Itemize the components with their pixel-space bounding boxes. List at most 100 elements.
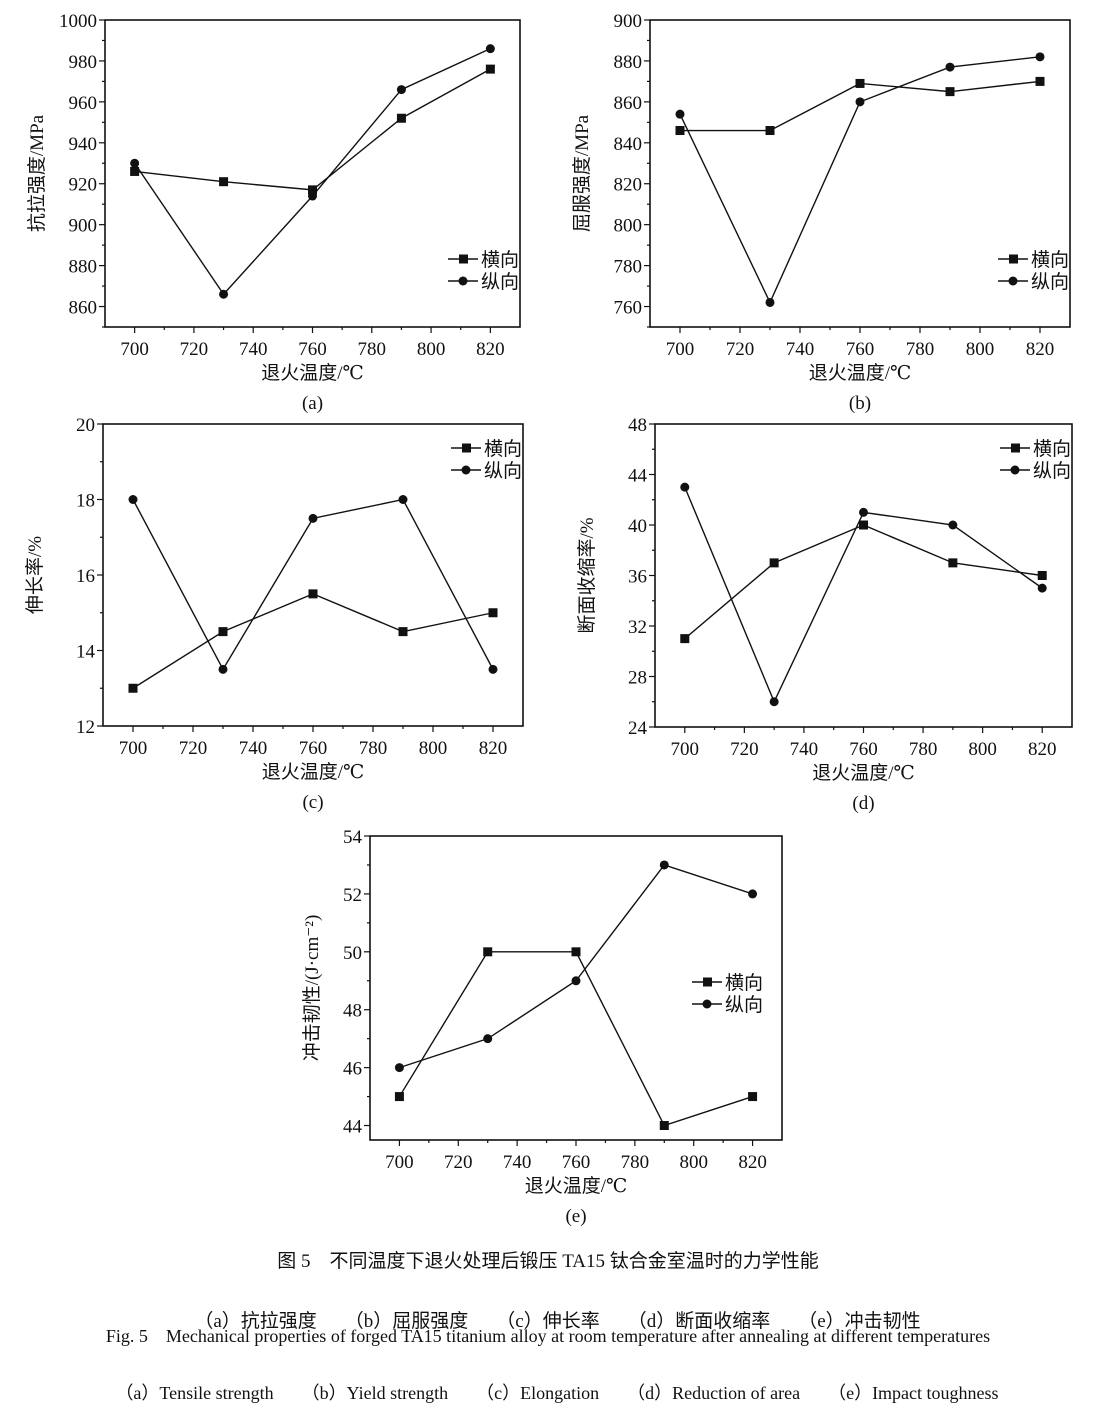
data-point-circle	[948, 520, 958, 530]
y-tick-label: 24	[628, 718, 648, 739]
caption-en-items: （a）Tensile strength （b）Yield strength （c）E…	[0, 1358, 1096, 1426]
caption-en-item: （b）Yield strength	[301, 1383, 449, 1403]
caption-cn-item: （c）伸长率	[496, 1311, 600, 1332]
data-point-circle	[571, 976, 581, 986]
panel-label: (c)	[302, 792, 323, 813]
data-point-square	[1035, 76, 1045, 86]
y-tick-label: 1000	[59, 11, 97, 32]
data-point-circle	[659, 860, 669, 870]
data-point-square	[218, 627, 228, 637]
data-point-square	[859, 520, 868, 530]
x-tick-label: 780	[358, 339, 387, 360]
y-axis-label: 断面收缩率/%	[576, 517, 598, 633]
legend-square-marker	[459, 254, 468, 264]
x-tick-label: 800	[968, 739, 997, 760]
y-tick-label: 880	[69, 257, 98, 278]
caption-en-item: （a）Tensile strength	[115, 1383, 274, 1403]
y-tick-label: 18	[76, 491, 95, 512]
x-axis-label: 退火温度/℃	[809, 362, 912, 384]
x-tick-label: 740	[786, 339, 815, 360]
legend-label: 横向	[481, 249, 519, 271]
legend-label: 横向	[1031, 249, 1069, 271]
x-tick-label: 760	[299, 738, 328, 759]
data-point-square	[675, 126, 685, 136]
panel-label: (d)	[852, 793, 874, 814]
legend-label: 横向	[1033, 438, 1071, 460]
x-tick-label: 700	[385, 1152, 414, 1173]
y-tick-label: 54	[343, 827, 363, 848]
data-point-circle	[219, 289, 229, 299]
y-tick-label: 16	[76, 566, 95, 587]
y-tick-label: 28	[628, 668, 647, 689]
legend-circle-marker	[702, 999, 712, 1009]
data-point-circle	[396, 85, 406, 95]
x-tick-label: 780	[621, 1152, 650, 1173]
data-point-circle	[765, 297, 775, 307]
x-tick-label: 780	[909, 739, 938, 760]
y-tick-label: 880	[614, 52, 643, 73]
y-tick-label: 36	[628, 567, 647, 588]
data-point-square	[398, 627, 408, 637]
caption-cn-item: （e）冲击韧性	[798, 1311, 921, 1332]
caption-en-item: （d）Reduction of area	[627, 1383, 801, 1403]
y-axis-label: 冲击韧性/(J·cm⁻²)	[301, 915, 323, 1062]
caption-cn-item: （a）抗拉强度	[194, 1311, 317, 1332]
y-tick-label: 940	[69, 134, 98, 155]
x-tick-label: 700	[120, 339, 149, 360]
x-tick-label: 800	[417, 339, 446, 360]
x-tick-label: 780	[906, 339, 935, 360]
caption-en-item: （e）Impact toughness	[828, 1383, 999, 1403]
legend-circle-marker	[461, 465, 471, 475]
y-tick-label: 860	[69, 298, 98, 319]
legend-label: 横向	[725, 972, 763, 994]
legend-square-marker	[703, 977, 712, 987]
x-axis-label: 退火温度/℃	[812, 762, 915, 784]
chart-panel-b: 700 720 740 760 780 800 820 760 780 800 820 840 860 8…	[571, 11, 1071, 414]
series-line-longitudinal	[132, 498, 494, 671]
y-tick-label: 920	[69, 175, 98, 196]
x-tick-label: 820	[479, 738, 508, 759]
legend-circle-marker	[458, 276, 468, 286]
data-point-circle	[218, 664, 228, 674]
legend-label: 纵向	[1031, 271, 1069, 293]
data-point-circle	[398, 495, 408, 504]
data-point-circle	[308, 513, 318, 523]
caption-en-item: （c）Elongation	[476, 1383, 600, 1403]
x-tick-label: 720	[179, 738, 208, 759]
caption-cn-items: （a）抗拉强度 （b）屈服强度 （c）伸长率 （d）断面收缩率 （e）冲击韧性	[0, 1284, 1096, 1355]
y-tick-label: 860	[614, 93, 643, 114]
y-tick-label: 760	[614, 298, 643, 319]
figure: 700 720 740 760 780 800 820 860 880 900 920 940 960 9…	[0, 11, 1096, 1403]
y-tick-label: 14	[76, 642, 96, 663]
x-tick-label: 800	[966, 339, 995, 360]
legend-circle-marker	[1010, 465, 1020, 475]
y-tick-label: 960	[69, 93, 98, 114]
data-point-square	[945, 87, 955, 97]
legend-square-marker	[1011, 443, 1020, 453]
series-line-transverse	[684, 524, 1043, 640]
x-tick-label: 800	[419, 738, 448, 759]
data-point-circle	[394, 1063, 404, 1073]
data-point-square	[765, 126, 775, 136]
data-point-circle	[308, 191, 317, 201]
x-tick-label: 700	[119, 738, 148, 759]
data-point-square	[396, 113, 406, 123]
legend-circle-marker	[1008, 276, 1018, 286]
y-axis-label: 屈服强度/MPa	[571, 114, 593, 232]
y-axis-label: 抗拉强度/MPa	[26, 114, 48, 232]
data-point-square	[308, 185, 317, 195]
x-tick-label: 760	[849, 739, 878, 760]
chart-panel-c: 700 720 740 760 780 800 820 12 14 16 18 20 退火温度/℃ 伸长率…	[24, 415, 524, 813]
data-point-square	[1037, 571, 1047, 580]
x-tick-label: 720	[726, 339, 755, 360]
data-point-circle	[859, 507, 868, 517]
x-tick-label: 760	[298, 339, 327, 360]
plot-frame	[369, 835, 783, 1141]
legend-square-marker	[1009, 254, 1018, 264]
caption-cn-item: （b）屈服强度	[344, 1311, 469, 1332]
y-tick-label: 800	[614, 216, 643, 237]
y-tick-label: 20	[76, 415, 95, 436]
legend-label: 纵向	[725, 994, 763, 1016]
series-line-transverse	[134, 68, 491, 191]
